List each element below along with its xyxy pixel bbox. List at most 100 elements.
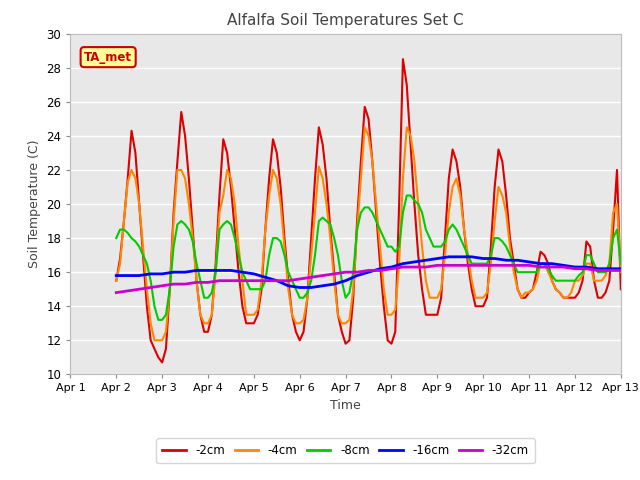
-32cm — [147, 285, 154, 290]
-16cm — [491, 256, 499, 262]
-2cm — [158, 360, 166, 365]
-16cm — [411, 259, 419, 265]
-16cm — [468, 254, 476, 260]
-32cm — [525, 263, 533, 268]
-16cm — [617, 266, 625, 272]
Title: Alfalfa Soil Temperatures Set C: Alfalfa Soil Temperatures Set C — [227, 13, 464, 28]
-32cm — [537, 264, 545, 270]
-4cm — [468, 278, 476, 284]
-8cm — [468, 261, 476, 266]
-32cm — [124, 288, 132, 294]
X-axis label: Time: Time — [330, 399, 361, 412]
-16cm — [262, 275, 269, 280]
-4cm — [113, 278, 120, 284]
-32cm — [342, 269, 349, 275]
-32cm — [239, 278, 246, 284]
-16cm — [136, 273, 143, 278]
Y-axis label: Soil Temperature (C): Soil Temperature (C) — [28, 140, 41, 268]
-16cm — [388, 264, 396, 270]
-32cm — [353, 269, 361, 275]
-32cm — [113, 290, 120, 296]
-16cm — [147, 271, 154, 277]
-32cm — [365, 267, 372, 273]
-16cm — [342, 278, 349, 284]
-16cm — [433, 256, 441, 262]
-32cm — [479, 263, 487, 268]
-32cm — [559, 264, 567, 270]
-16cm — [514, 257, 522, 263]
-32cm — [227, 278, 235, 284]
-16cm — [113, 273, 120, 278]
-8cm — [617, 261, 625, 266]
-16cm — [479, 256, 487, 262]
-32cm — [399, 264, 407, 270]
-16cm — [571, 264, 579, 270]
-8cm — [154, 317, 162, 323]
-16cm — [365, 269, 372, 275]
-32cm — [422, 264, 429, 270]
-2cm — [399, 56, 407, 62]
-32cm — [330, 271, 338, 277]
Legend: -2cm, -4cm, -8cm, -16cm, -32cm: -2cm, -4cm, -8cm, -16cm, -32cm — [156, 438, 535, 463]
-2cm — [147, 337, 154, 343]
-2cm — [468, 286, 476, 292]
-32cm — [456, 263, 464, 268]
-16cm — [537, 261, 545, 266]
-16cm — [158, 271, 166, 277]
Line: -32cm: -32cm — [116, 265, 621, 293]
-16cm — [445, 254, 452, 260]
-2cm — [452, 158, 460, 164]
-2cm — [605, 278, 613, 284]
-16cm — [170, 269, 177, 275]
-8cm — [594, 269, 602, 275]
-32cm — [319, 273, 326, 278]
Line: -16cm: -16cm — [116, 257, 621, 288]
-32cm — [158, 283, 166, 288]
-16cm — [216, 267, 223, 273]
-16cm — [594, 266, 602, 272]
-16cm — [319, 283, 326, 288]
-8cm — [437, 244, 445, 250]
-16cm — [422, 257, 429, 263]
-32cm — [491, 263, 499, 268]
-32cm — [388, 266, 396, 272]
-32cm — [216, 278, 223, 284]
-16cm — [399, 261, 407, 266]
-16cm — [227, 267, 235, 273]
-32cm — [136, 286, 143, 292]
-32cm — [594, 267, 602, 273]
-2cm — [437, 295, 445, 300]
-32cm — [468, 263, 476, 268]
-32cm — [514, 263, 522, 268]
-32cm — [193, 279, 200, 285]
-4cm — [605, 261, 613, 266]
-16cm — [353, 273, 361, 278]
-32cm — [445, 263, 452, 268]
-32cm — [411, 264, 419, 270]
-16cm — [307, 285, 315, 290]
-4cm — [361, 124, 369, 130]
-8cm — [147, 278, 154, 284]
-32cm — [502, 263, 510, 268]
-4cm — [147, 321, 154, 326]
-4cm — [617, 269, 625, 275]
-32cm — [617, 267, 625, 273]
-32cm — [582, 266, 590, 272]
-16cm — [559, 263, 567, 268]
-16cm — [548, 261, 556, 266]
Text: TA_met: TA_met — [84, 51, 132, 64]
-4cm — [437, 286, 445, 292]
-32cm — [170, 281, 177, 287]
-16cm — [273, 278, 280, 284]
-16cm — [193, 267, 200, 273]
-16cm — [284, 283, 292, 288]
-8cm — [113, 235, 120, 241]
-16cm — [502, 257, 510, 263]
-32cm — [284, 278, 292, 284]
-8cm — [403, 192, 411, 198]
-32cm — [250, 278, 258, 284]
Line: -8cm: -8cm — [116, 195, 621, 320]
-16cm — [181, 269, 189, 275]
-32cm — [571, 266, 579, 272]
-16cm — [296, 285, 303, 290]
